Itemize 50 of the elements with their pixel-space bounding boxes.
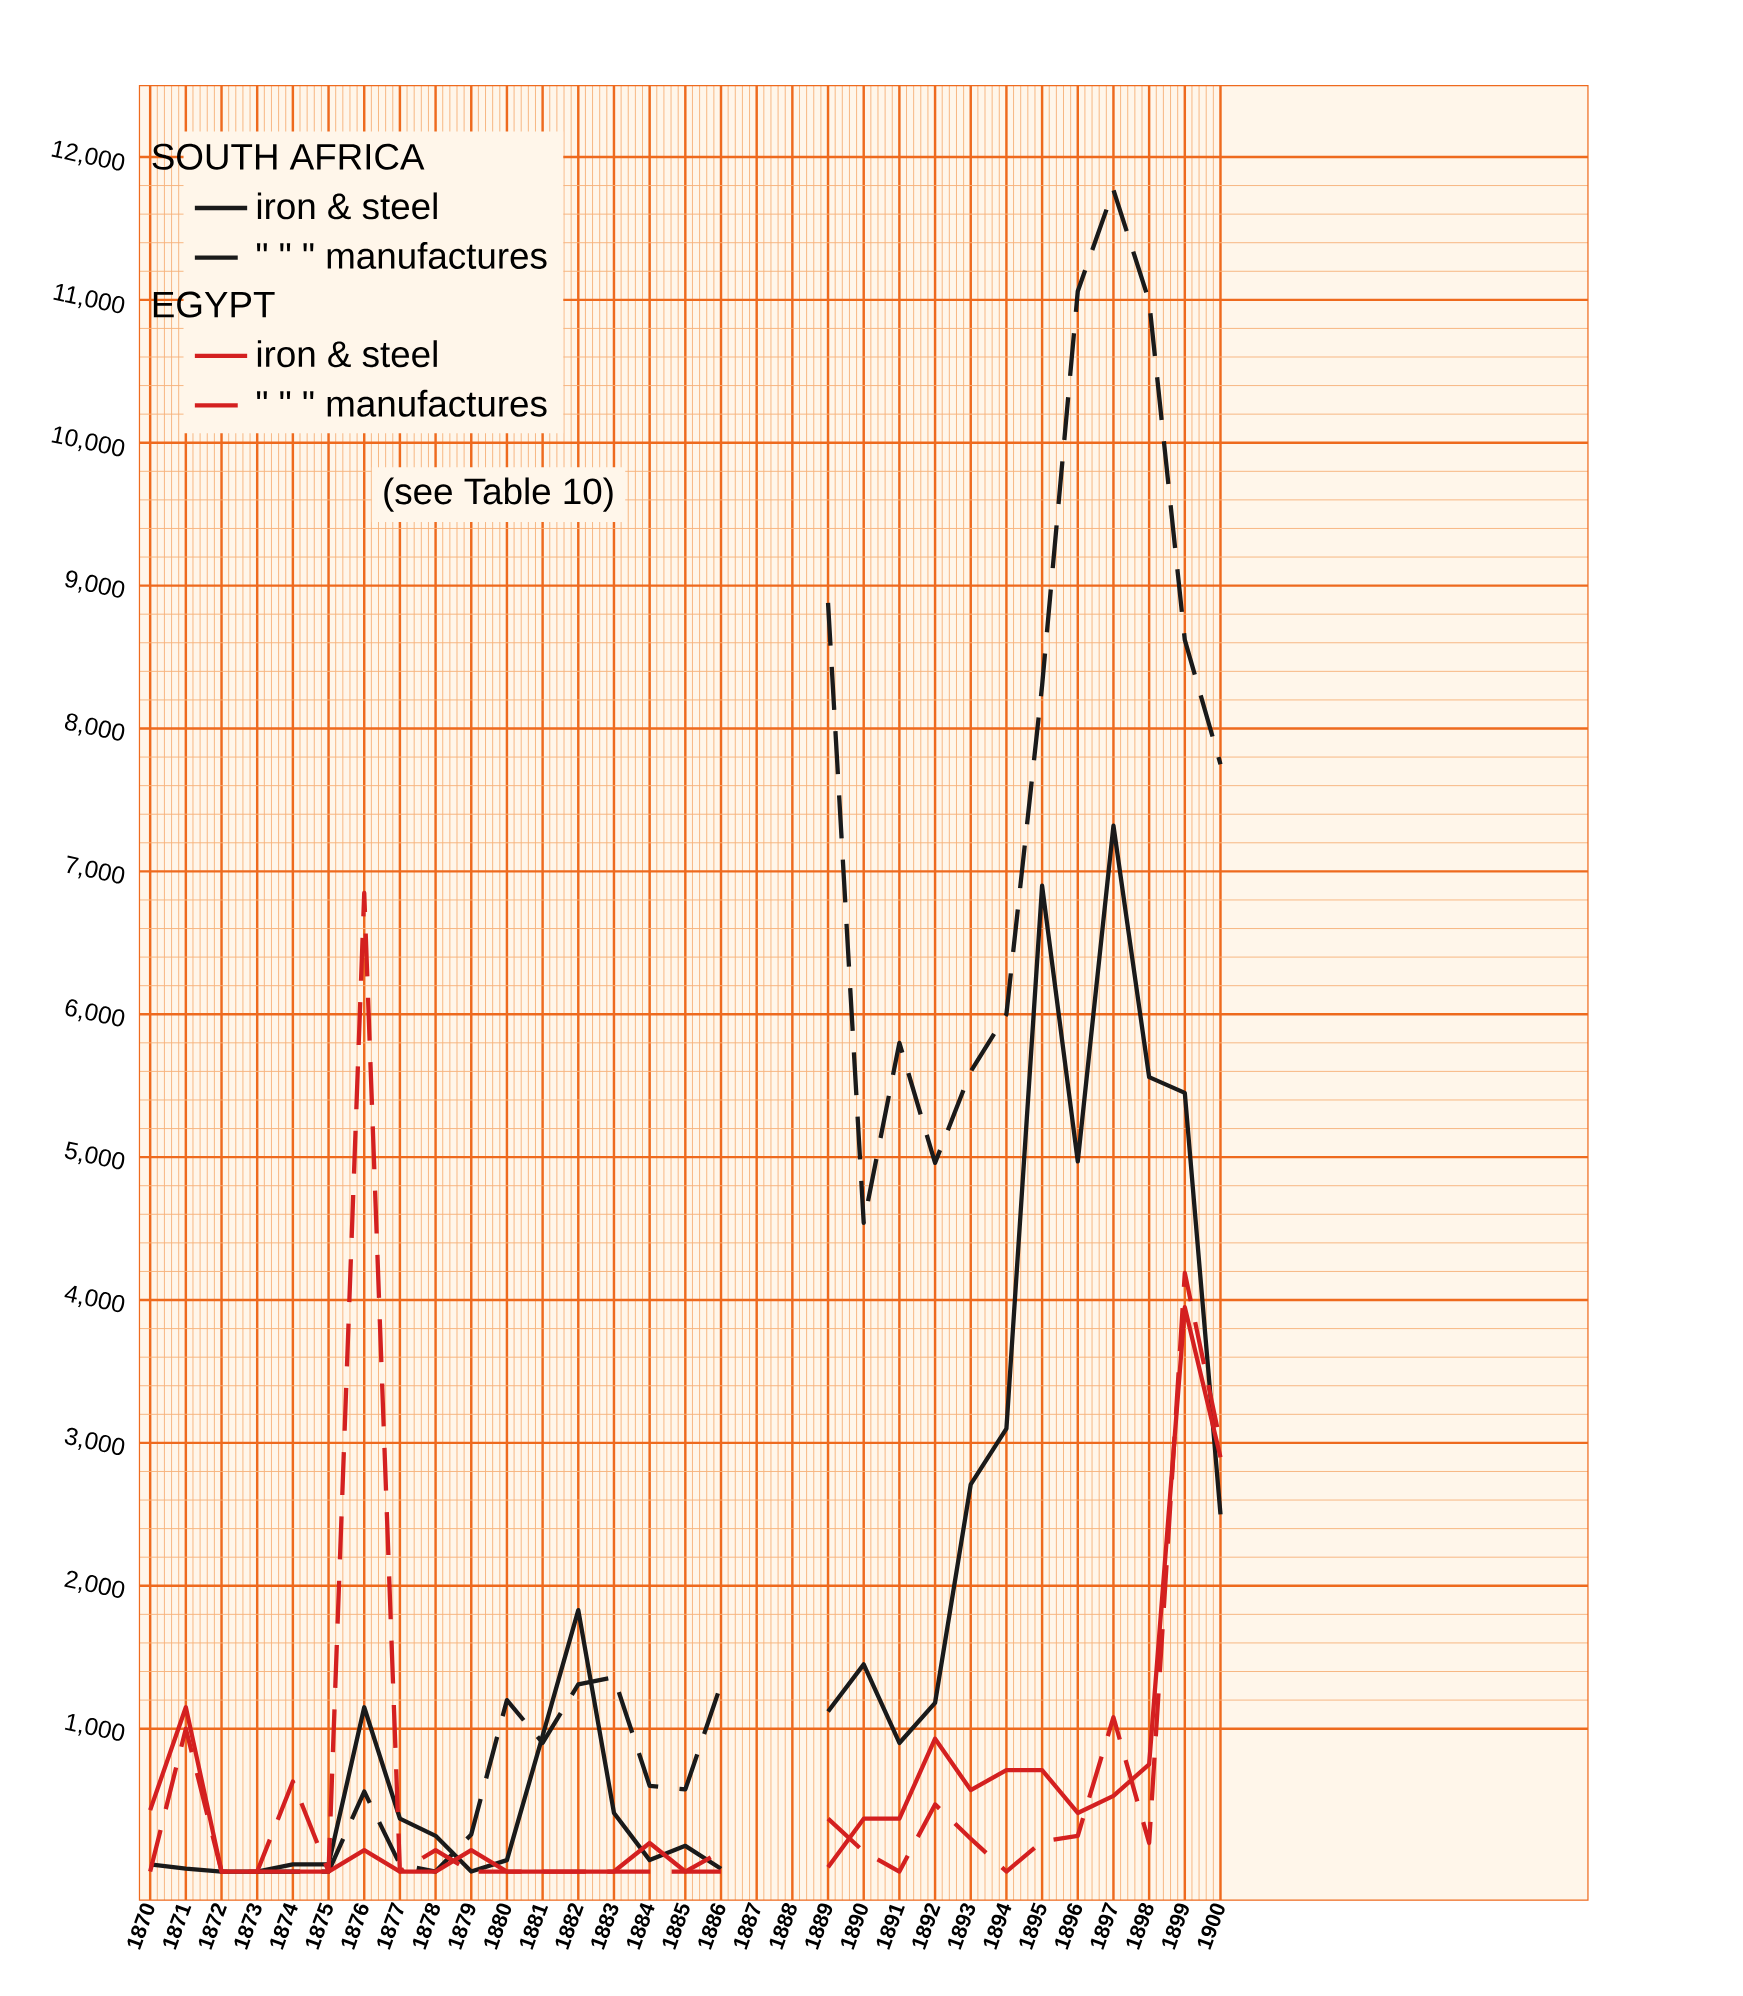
y-tick-label: 12,000	[51, 140, 125, 171]
x-tick-label: 1899	[1162, 1903, 1189, 1950]
x-tick-label: 1900	[1197, 1903, 1225, 1950]
legend-label: " " " manufactures	[256, 241, 547, 269]
x-tick-label: 1883	[591, 1903, 619, 1950]
x-tick-label: 1894	[983, 1902, 1012, 1950]
x-tick-label: 1891	[876, 1904, 905, 1950]
y-tick-label: 9,000	[65, 570, 125, 598]
x-tick-label: 1879	[448, 1903, 476, 1950]
x-tick-label: 1898	[1126, 1903, 1154, 1950]
x-tick-label: 1878	[412, 1903, 440, 1950]
y-tick-label: 1,000	[64, 1713, 125, 1741]
annotation: (see Table 10)	[384, 477, 613, 512]
x-tick-label: 1892	[912, 1903, 941, 1950]
annotation: EGYPT	[153, 291, 275, 318]
x-tick-label: 1873	[234, 1903, 262, 1950]
x-tick-label: 1897	[1090, 1901, 1118, 1950]
x-tick-label: 1876	[341, 1903, 369, 1950]
x-tick-label: 1882	[555, 1903, 584, 1950]
x-tick-label: 1877	[377, 1901, 404, 1950]
y-tick-label: 5,000	[64, 1141, 125, 1170]
x-tick-label: 1895	[1019, 1902, 1047, 1950]
x-tick-label: 1884	[626, 1902, 655, 1950]
x-tick-label: 1881	[519, 1904, 548, 1950]
x-tick-label: 1888	[769, 1903, 797, 1950]
y-tick-label: 8,000	[64, 713, 125, 741]
y-tick-label: 6,000	[65, 999, 125, 1027]
x-tick-label: 1893	[947, 1903, 975, 1950]
x-tick-label: 1870	[127, 1903, 155, 1950]
x-tick-label: 1890	[840, 1903, 868, 1950]
x-tick-label: 1871	[163, 1904, 192, 1950]
y-tick-label: 2,000	[64, 1570, 125, 1598]
x-tick-label: 1880	[484, 1903, 511, 1950]
legend-label: " " " manufactures	[256, 389, 547, 417]
y-tick-label: 3,000	[64, 1427, 125, 1456]
y-tick-label: 7,000	[67, 855, 125, 884]
x-tick-label: 1889	[805, 1903, 832, 1950]
x-tick-label: 1896	[1054, 1903, 1082, 1950]
legend-label: iron & steel	[257, 192, 437, 220]
y-tick-label: 10,000	[51, 426, 125, 457]
x-tick-label: 1872	[198, 1903, 227, 1950]
legend-label: iron & steel	[257, 340, 437, 368]
y-tick-label: 4,000	[64, 1285, 125, 1313]
x-tick-label: 1874	[270, 1902, 298, 1950]
x-tick-label: 1886	[698, 1903, 726, 1950]
y-tick-label: 11,000	[53, 283, 125, 314]
x-tick-label: 1887	[733, 1901, 761, 1950]
x-tick-label: 1875	[305, 1902, 333, 1950]
x-tick-label: 1885	[662, 1902, 690, 1950]
annotation: SOUTH AFRICA	[152, 143, 425, 170]
